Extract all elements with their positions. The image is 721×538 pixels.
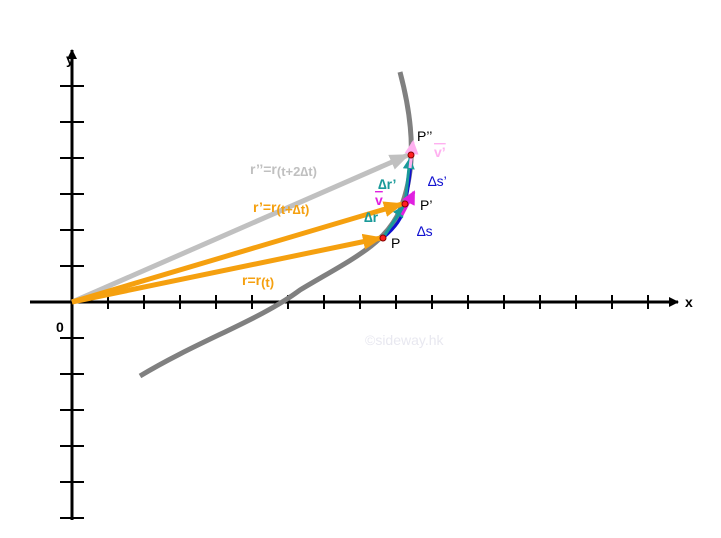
vector-r [71,233,383,305]
vector-r-prime [71,201,404,305]
origin-label: 0 [56,319,64,335]
x-label: x [685,294,693,310]
label-v-prime: v’ [434,144,446,160]
points [379,151,415,242]
label-r-prime: r’=r(t+∆t) [253,199,309,217]
axes [30,49,679,520]
label-delta-r-prime: ∆r’ [378,176,396,192]
label-delta-s: ∆s [417,223,433,239]
label-r-double-prime: r’’=r(t+2∆t) [250,161,317,179]
point-p: P [391,235,400,251]
point-p-double-prime: P’’ [417,128,432,144]
label-delta-s-prime: ∆s’ [428,173,447,189]
y-label: y [66,51,74,67]
label-v: v [375,192,383,208]
point-p-prime: P’ [420,197,432,213]
vector-r-double-prime [70,152,410,305]
watermark: ©sideway.hk [365,332,445,348]
delta-r-arrow [381,205,406,239]
label-r: r=r(t) [242,272,274,290]
label-delta-r: ∆r [364,209,379,225]
